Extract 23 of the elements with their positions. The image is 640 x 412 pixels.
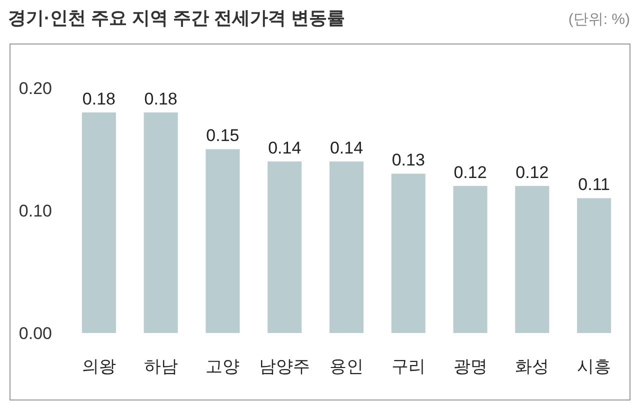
x-tick-label: 고양	[206, 357, 240, 376]
x-tick-label: 화성	[515, 357, 550, 376]
x-tick-label: 남양주	[259, 357, 310, 376]
data-label: 0.14	[268, 138, 302, 158]
data-label: 0.15	[206, 126, 240, 146]
title: 경기·인천 주요 지역 주간 전세가격 변동률	[8, 8, 345, 28]
data-label: 0.14	[330, 138, 364, 158]
x-tick-label: 용인	[330, 357, 364, 376]
x-tick-label: 시흥	[577, 357, 612, 376]
data-label: 0.18	[82, 89, 116, 108]
data-label: 0.11	[578, 175, 610, 194]
data-label: 0.12	[516, 162, 549, 182]
y-tick-label: 0.00	[18, 324, 52, 343]
y-tick-label: 0.10	[18, 201, 52, 220]
annotation: (단위: %)	[568, 11, 630, 28]
x-tick-label: 하남	[144, 357, 178, 376]
data-label: 0.12	[454, 162, 487, 182]
x-tick-label: 광명	[453, 357, 488, 376]
data-label: 0.18	[144, 89, 178, 108]
x-tick-label: 구리	[391, 357, 426, 376]
x-tick-label: 의왕	[82, 357, 116, 376]
y-tick-label: 0.20	[18, 78, 52, 98]
data-label: 0.13	[392, 150, 425, 170]
